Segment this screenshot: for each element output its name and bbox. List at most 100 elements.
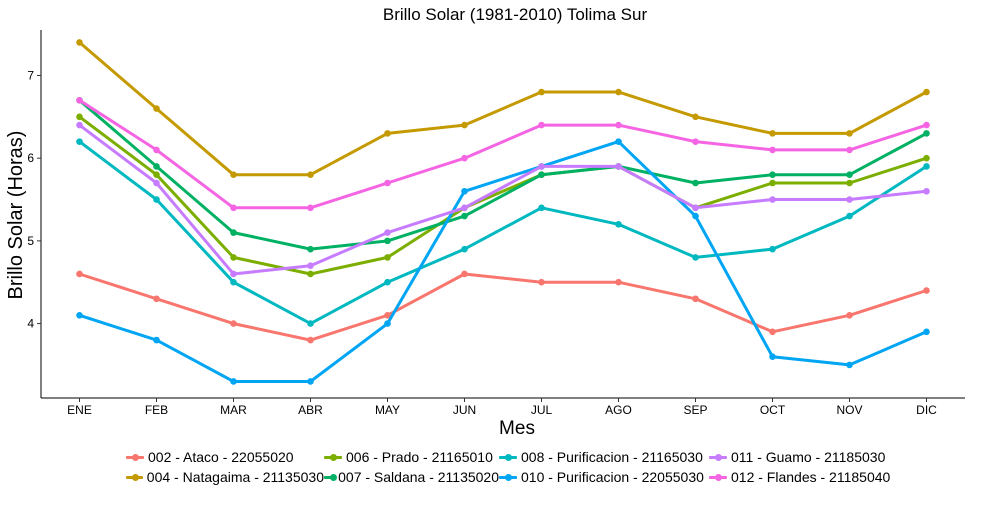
data-point [692,295,699,303]
data-point [307,204,314,212]
data-point [692,179,699,187]
data-point [692,212,699,220]
x-tick-label: ENE [67,403,92,417]
data-point [76,96,83,104]
y-tick-label: 4 [27,317,34,331]
x-tick-label: NOV [836,403,862,417]
legend-key [499,450,517,464]
data-point [615,121,622,129]
data-point [923,187,930,195]
data-point [153,336,160,344]
data-point [538,204,545,212]
data-point [461,245,468,253]
legend-label: 012 - Flandes - 21185040 [731,469,891,485]
data-point [692,113,699,121]
axes: 4 5 6 7 ENE FEB MAR ABR MAY JUN JUL AGO SEP OCT NOV DIC [27,30,965,417]
data-point [692,254,699,261]
series-line [78,115,928,276]
legend-key-line [324,476,335,479]
x-tick-label: MAY [375,403,400,417]
data-point [384,237,391,245]
legend-item: 010 - Purificacion - 22055030 [499,468,709,486]
series-line [78,40,928,177]
data-point [153,295,160,303]
data-point [307,336,314,344]
data-point [230,270,237,278]
data-point [461,204,468,212]
legend-key [499,470,517,484]
y-tick-label: 6 [27,151,34,165]
legend-item: 002 - Ataco - 22055020 [126,448,324,466]
data-point [76,39,83,46]
legend-label: 010 - Purificacion - 22055030 [521,469,704,485]
series-group [76,121,930,278]
legend-label: 002 - Ataco - 22055020 [148,449,294,465]
legend-key-dot [505,454,512,461]
x-tick-label: AGO [605,403,632,417]
data-point [769,196,776,203]
chart-title: Brillo Solar (1981-2010) Tolima Sur [383,5,648,24]
data-point [153,171,160,179]
y-tick-label: 5 [27,234,34,248]
data-point [76,312,83,319]
data-point [846,171,853,179]
data-point [307,245,314,253]
data-point [538,88,545,96]
data-point [307,320,314,327]
series-group [76,138,930,327]
data-point [76,138,83,145]
legend-key-dot [132,454,139,461]
legend-key-dot [330,454,337,461]
legend-label: 004 - Natagaima - 21135030 [146,469,324,485]
series-group [76,39,930,179]
series-group [76,270,930,344]
legend-key [126,450,144,464]
y-axis-label: Brillo Solar (Horas) [5,131,27,300]
data-point [846,212,853,220]
data-point [846,361,853,369]
x-tick-label: FEB [145,403,168,417]
legend-key-dot [715,474,722,481]
legend-key [126,470,143,484]
data-point [153,196,160,203]
data-point [230,229,237,236]
data-point [230,320,237,327]
legend-item: 011 - Guamo - 21185030 [709,448,909,466]
legend-item: 004 - Natagaima - 21135030 [126,468,324,486]
x-axis-label: Mes [499,418,535,439]
series-line [78,272,928,342]
data-point [230,171,237,179]
data-point [307,262,314,269]
series-group [76,96,930,253]
data-point [615,138,622,145]
legend-label: 007 - Saldana - 21135020 [338,469,499,485]
data-point [846,146,853,154]
data-point [384,278,391,286]
data-point [769,328,776,336]
data-point [615,163,622,170]
data-point [769,353,776,360]
data-point [615,278,622,286]
series-line [78,140,928,326]
data-point [76,113,83,121]
series-group [76,96,930,212]
data-point [461,121,468,129]
data-point [384,312,391,319]
data-point [384,130,391,137]
data-point [615,221,622,228]
x-tick-label: SEP [683,403,707,417]
data-point [230,204,237,212]
data-point [76,121,83,129]
x-tick-label: JUL [531,403,553,417]
data-point [461,187,468,195]
legend-key [709,450,727,464]
legend-key [709,470,727,484]
data-point [769,179,776,187]
series-line [78,123,928,276]
series-line [78,98,928,251]
data-point [846,130,853,137]
data-point [538,171,545,179]
series-line [78,98,928,210]
y-tick-label: 7 [27,68,34,82]
